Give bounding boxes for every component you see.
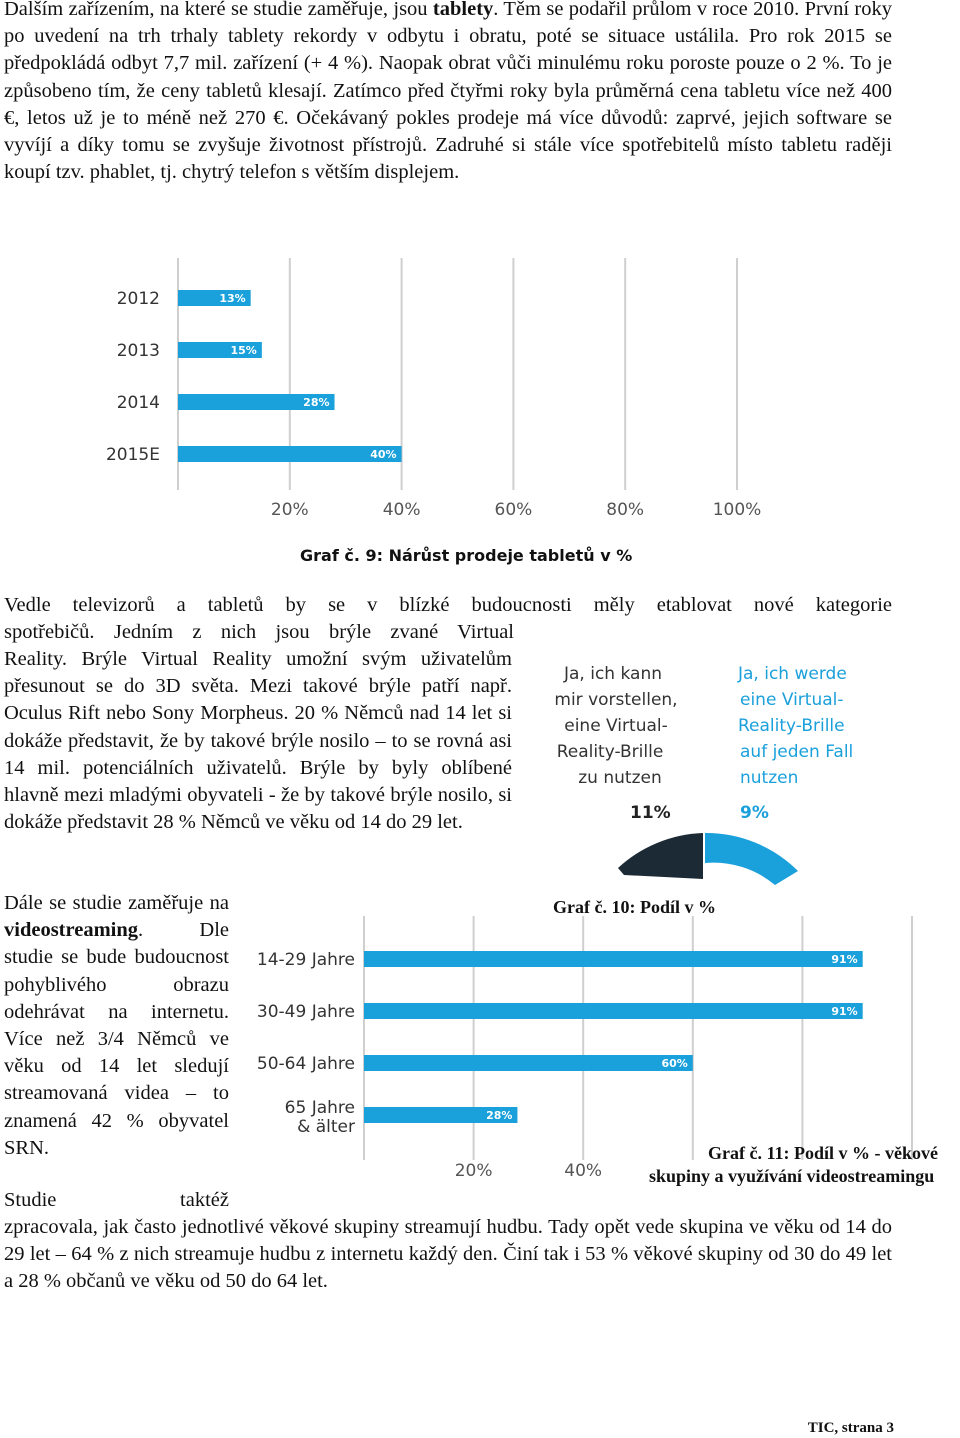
pie-label-2-line-2: eine Virtual-	[740, 690, 844, 710]
chart-tablet-sales: 13% 15% 28% 40% 2012 2013 2014 2015E 20% 40% 60%…	[106, 258, 762, 520]
tick-label: 40%	[383, 500, 421, 520]
pie-label-2-line-3: Reality-Brille	[738, 716, 845, 736]
bar	[178, 290, 251, 306]
chart-vr-share: Ja, ich kann mir vorstellen, eine Virtua…	[554, 664, 853, 885]
chart-videostreaming-age: 91% 91% 60% 28% 14-29 Jahre 30-49 Jahre 50-64…	[257, 916, 913, 1181]
bar-value-label: 60%	[661, 1057, 687, 1070]
pie-value-2: 9%	[740, 803, 769, 823]
paragraph-tablets: Dalším zařízením, na které se studie zam…	[4, 0, 892, 184]
tick-label: 100%	[713, 500, 762, 520]
paragraph-music-streaming: zpracovala, jak často jednotlivé věkové …	[4, 1216, 892, 1293]
page-footer: TIC, strana 3	[807, 1420, 894, 1436]
tick-label: 80%	[606, 500, 644, 520]
bar-value-label: 28%	[486, 1109, 512, 1122]
category-label: 14-29 Jahre	[257, 950, 355, 970]
category-label: 50-64 Jahre	[257, 1054, 355, 1074]
bar	[364, 951, 863, 967]
tick-label: 60%	[495, 500, 533, 520]
pie-label-2-line-5: nutzen	[740, 768, 798, 788]
tick-label: 20%	[455, 1161, 493, 1181]
pie-value-1: 11%	[630, 803, 671, 823]
paragraph-vr-line1: Vedle televizorů a tabletů by se v blízk…	[4, 594, 892, 616]
category-label: 2015E	[106, 445, 160, 465]
caption-graf-11-line2: skupiny a využívání videostreamingu	[649, 1166, 935, 1186]
paragraph-videostreaming: Dále se studie zaměřuje na videostreamin…	[4, 892, 229, 1159]
paragraph-vr: Reality. Brýle Virtual Reality umožní sv…	[4, 648, 512, 834]
paragraph-studie-start: Studie taktéž	[4, 1189, 229, 1211]
category-label: 30-49 Jahre	[257, 1002, 355, 1022]
category-label-line-2: & älter	[297, 1117, 355, 1137]
bar-value-label: 40%	[370, 448, 396, 461]
tick-label: 20%	[271, 500, 309, 520]
bar	[364, 1055, 693, 1071]
caption-graf-11-line1: Graf č. 11: Podíl v % - věkové	[708, 1143, 938, 1163]
pie-slice-2	[705, 832, 798, 885]
category-label: 2013	[117, 341, 160, 361]
keyword-videostreaming: videostreaming	[4, 919, 139, 942]
bar-value-label: 91%	[831, 953, 857, 966]
pie-label-2-line-1: Ja, ich werde	[737, 664, 847, 684]
bar-value-label: 13%	[219, 292, 245, 305]
pie-label-1-line-5: zu nutzen	[578, 768, 661, 788]
bar	[178, 446, 402, 462]
paragraph-vr-line2: spotřebičů. Jedním z nich jsou brýle zva…	[4, 621, 514, 643]
tick-label: 40%	[564, 1161, 602, 1181]
category-label: 2014	[117, 393, 160, 413]
keyword-tablety: tablety	[432, 0, 494, 20]
category-label-line-1: 65 Jahre	[285, 1098, 355, 1118]
pie-label-1-line-3: eine Virtual-	[564, 716, 668, 736]
category-label: 2012	[117, 289, 160, 309]
caption-graf-9: Graf č. 9: Nárůst prodeje tabletů v %	[300, 546, 633, 565]
pie-label-2-line-4: auf jeden Fall	[740, 742, 853, 762]
pie-label-1-line-2: mir vorstellen,	[554, 690, 677, 710]
bar-value-label: 28%	[303, 396, 329, 409]
pie-label-1-line-1: Ja, ich kann	[563, 664, 662, 684]
caption-graf-10: Graf č. 10: Podíl v %	[553, 897, 716, 917]
pie-slice-1	[618, 833, 703, 879]
bar	[178, 342, 262, 358]
bar	[364, 1003, 863, 1019]
bar-value-label: 91%	[831, 1005, 857, 1018]
bar	[178, 394, 335, 410]
bar-value-label: 15%	[231, 344, 257, 357]
pie-label-1-line-4: Reality-Brille	[557, 742, 664, 762]
bar	[364, 1107, 518, 1123]
